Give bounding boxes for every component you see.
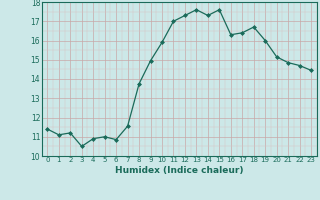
X-axis label: Humidex (Indice chaleur): Humidex (Indice chaleur) [115,166,244,175]
